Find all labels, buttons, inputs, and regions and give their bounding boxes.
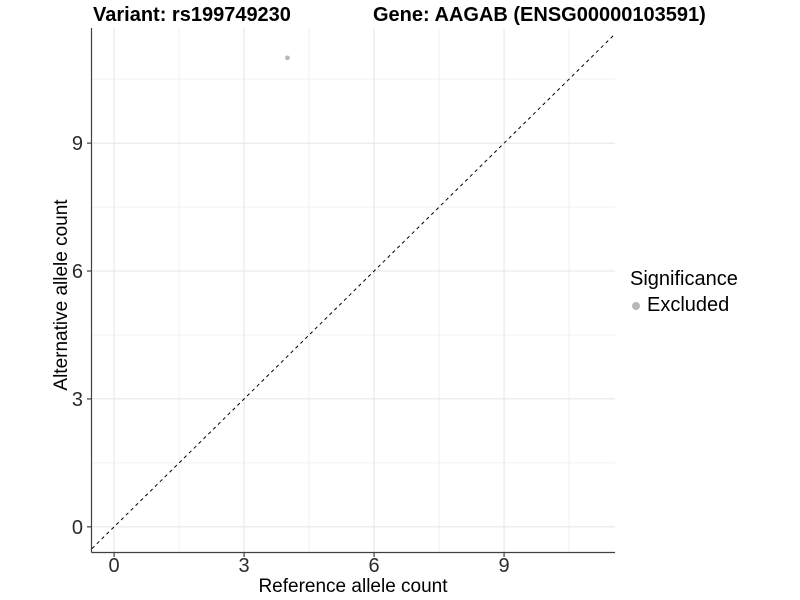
x-tick-label: 3 (239, 555, 250, 577)
x-tick-label: 9 (499, 555, 510, 577)
legend: Significance Excluded (628, 268, 738, 317)
circle-marker-icon (632, 301, 640, 310)
data-point (285, 55, 290, 61)
y-tick-label: 9 (72, 133, 83, 155)
plot-title-variant: Variant: rs199749230 (93, 4, 291, 26)
y-tick-label: 6 (72, 261, 83, 283)
legend-title: Significance (630, 268, 738, 290)
legend-item-excluded: Excluded (628, 294, 738, 317)
x-tick-label: 6 (369, 555, 380, 577)
identity-dashed-line (92, 33, 615, 549)
y-tick-label: 0 (72, 517, 83, 539)
legend-item-label: Excluded (647, 294, 730, 316)
y-tick-label: 3 (72, 389, 83, 411)
x-axis-title: Reference allele count (258, 576, 448, 597)
plot-title-gene: Gene: AAGAB (ENSG00000103591) (373, 4, 706, 26)
x-tick-label: 0 (109, 555, 120, 577)
